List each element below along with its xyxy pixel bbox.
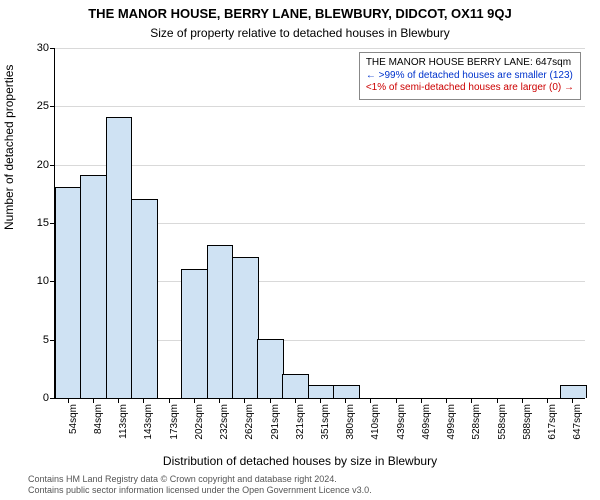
xtick-label: 558sqm	[497, 404, 508, 440]
xtick-mark	[320, 398, 321, 403]
xtick-label: 143sqm	[143, 404, 154, 440]
xtick-mark	[169, 398, 170, 403]
bar	[282, 374, 309, 398]
xtick-label: 173sqm	[169, 404, 180, 440]
xtick-label: 499sqm	[446, 404, 457, 440]
bar	[181, 269, 208, 398]
xtick-label: 410sqm	[370, 404, 381, 440]
xtick-mark	[497, 398, 498, 403]
bar	[560, 385, 587, 398]
xtick-mark	[219, 398, 220, 403]
plot-area: 05101520253054sqm84sqm113sqm143sqm173sqm…	[54, 48, 585, 399]
xtick-mark	[194, 398, 195, 403]
bar	[106, 117, 133, 398]
xtick-mark	[143, 398, 144, 403]
bar	[308, 385, 335, 398]
legend-line: <1% of semi-detached houses are larger (…	[366, 82, 574, 95]
gridline	[55, 106, 585, 107]
chart-title: THE MANOR HOUSE, BERRY LANE, BLEWBURY, D…	[0, 6, 600, 21]
bar	[80, 175, 107, 398]
ytick-label: 5	[43, 334, 49, 346]
legend-line: ← >99% of detached houses are smaller (1…	[366, 70, 574, 83]
xtick-label: 232sqm	[219, 404, 230, 440]
chart-subtitle: Size of property relative to detached ho…	[0, 26, 600, 40]
ytick-mark	[50, 340, 55, 341]
xtick-label: 113sqm	[118, 404, 129, 439]
xtick-mark	[421, 398, 422, 403]
xtick-mark	[93, 398, 94, 403]
xtick-label: 202sqm	[194, 404, 205, 440]
xtick-mark	[446, 398, 447, 403]
xtick-mark	[118, 398, 119, 403]
xtick-mark	[522, 398, 523, 403]
chart-container: THE MANOR HOUSE, BERRY LANE, BLEWBURY, D…	[0, 0, 600, 500]
ytick-mark	[50, 398, 55, 399]
xtick-label: 617sqm	[547, 404, 558, 440]
xtick-label: 54sqm	[68, 404, 79, 434]
xtick-label: 588sqm	[522, 404, 533, 440]
xtick-label: 528sqm	[471, 404, 482, 440]
bar	[232, 257, 259, 398]
x-axis-label: Distribution of detached houses by size …	[0, 454, 600, 468]
xtick-mark	[547, 398, 548, 403]
y-axis-label: Number of detached properties	[2, 65, 16, 230]
xtick-mark	[396, 398, 397, 403]
ytick-mark	[50, 281, 55, 282]
xtick-label: 439sqm	[396, 404, 407, 440]
xtick-mark	[572, 398, 573, 403]
xtick-label: 262sqm	[244, 404, 255, 440]
gridline	[55, 48, 585, 49]
xtick-mark	[68, 398, 69, 403]
credits-line-1: Contains HM Land Registry data © Crown c…	[28, 474, 372, 485]
ytick-mark	[50, 223, 55, 224]
legend-line: THE MANOR HOUSE BERRY LANE: 647sqm	[366, 57, 574, 70]
xtick-label: 291sqm	[270, 404, 281, 440]
xtick-mark	[471, 398, 472, 403]
credits: Contains HM Land Registry data © Crown c…	[28, 474, 372, 497]
xtick-label: 380sqm	[345, 404, 356, 440]
bar	[207, 245, 234, 398]
ytick-label: 20	[37, 159, 49, 171]
xtick-label: 321sqm	[295, 404, 306, 440]
xtick-mark	[270, 398, 271, 403]
bar	[257, 339, 284, 398]
ytick-label: 15	[37, 217, 49, 229]
xtick-label: 84sqm	[93, 404, 104, 434]
ytick-mark	[50, 165, 55, 166]
bar	[55, 187, 82, 398]
xtick-label: 647sqm	[572, 404, 583, 440]
ytick-mark	[50, 48, 55, 49]
credits-line-2: Contains public sector information licen…	[28, 485, 372, 496]
xtick-label: 469sqm	[421, 404, 432, 440]
ytick-label: 30	[37, 42, 49, 54]
gridline	[55, 165, 585, 166]
bar	[131, 199, 158, 398]
xtick-mark	[345, 398, 346, 403]
ytick-label: 0	[43, 392, 49, 404]
ytick-mark	[50, 106, 55, 107]
xtick-label: 351sqm	[320, 404, 331, 440]
bar	[333, 385, 360, 398]
ytick-label: 10	[37, 275, 49, 287]
xtick-mark	[370, 398, 371, 403]
ytick-label: 25	[37, 100, 49, 112]
xtick-mark	[244, 398, 245, 403]
legend-box: THE MANOR HOUSE BERRY LANE: 647sqm← >99%…	[359, 52, 581, 100]
xtick-mark	[295, 398, 296, 403]
